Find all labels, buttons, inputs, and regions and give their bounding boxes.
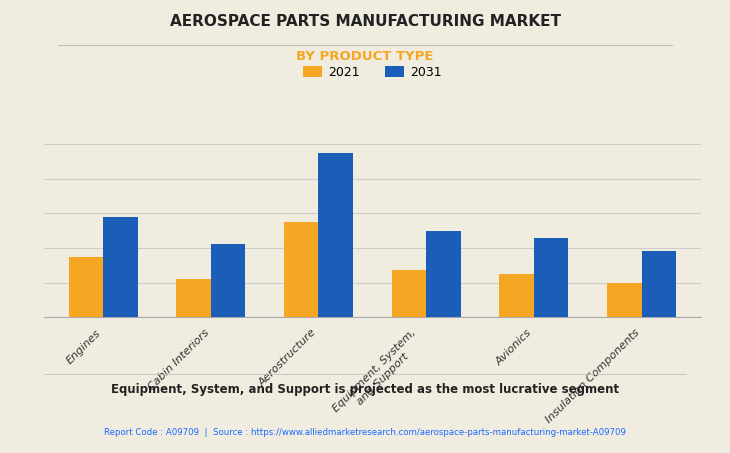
Bar xyxy=(426,231,461,317)
Text: AEROSPACE PARTS MANUFACTURING MARKET: AEROSPACE PARTS MANUFACTURING MARKET xyxy=(169,14,561,29)
Text: BY PRODUCT TYPE: BY PRODUCT TYPE xyxy=(296,50,434,63)
Bar xyxy=(392,270,426,317)
Bar xyxy=(103,217,137,317)
Bar xyxy=(284,222,318,317)
Legend: 2021, 2031: 2021, 2031 xyxy=(298,61,447,84)
Bar xyxy=(607,283,642,317)
Bar xyxy=(499,274,534,317)
Bar xyxy=(318,153,353,317)
Bar xyxy=(176,279,211,317)
Bar xyxy=(69,256,103,317)
Text: Report Code : A09709  |  Source : https://www.alliedmarketresearch.com/aerospace: Report Code : A09709 | Source : https://… xyxy=(104,428,626,437)
Bar xyxy=(211,245,245,317)
Text: Equipment, System, and Support is projected as the most lucrative segment: Equipment, System, and Support is projec… xyxy=(111,383,619,396)
Bar xyxy=(534,237,569,317)
Bar xyxy=(642,251,676,317)
